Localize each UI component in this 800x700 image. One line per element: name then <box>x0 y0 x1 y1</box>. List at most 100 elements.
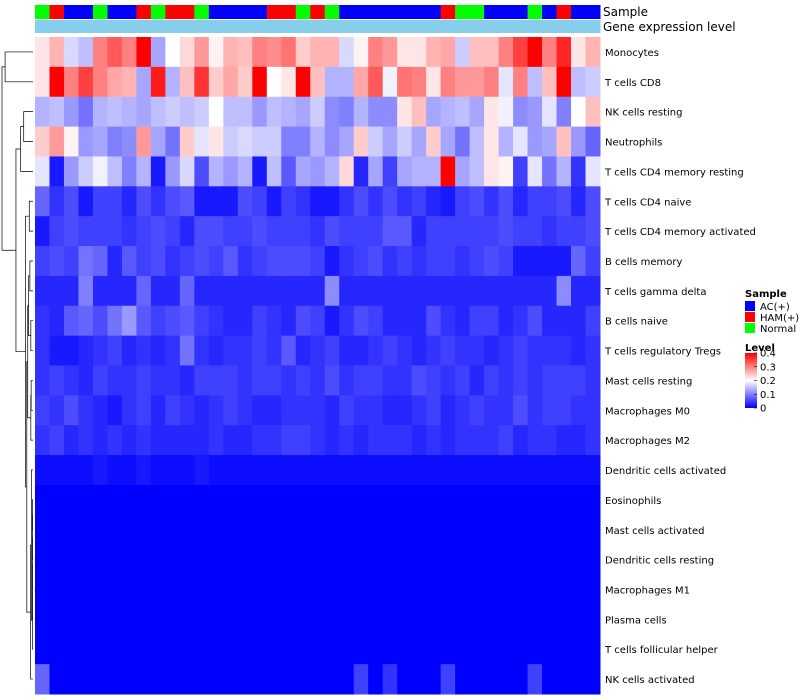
heatmap-cell-r8-c36 <box>556 275 572 307</box>
heatmap-cell-r21-c4 <box>92 664 108 695</box>
heatmap-cell-r18-c34 <box>527 574 543 605</box>
gene-expression-annotation-track <box>35 20 601 33</box>
heatmap-cell-r11-c9 <box>165 365 181 396</box>
heatmap-cell-r13-c28 <box>440 425 456 456</box>
heatmap-cell-r8-c37 <box>571 275 587 307</box>
heatmap-cell-r8-c3 <box>78 275 94 307</box>
heatmap-cell-r1-c16 <box>266 66 282 98</box>
heatmap-cell-r0-c37 <box>571 37 587 68</box>
heatmap-cell-r1-c13 <box>223 66 239 98</box>
heatmap-cell-r17-c17 <box>281 544 297 576</box>
heatmap-cell-r9-c5 <box>107 305 123 337</box>
heatmap-cell-r1-c32 <box>498 66 514 98</box>
heatmap-cell-r11-c16 <box>266 365 282 396</box>
heatmap-cell-r4-c7 <box>136 156 152 187</box>
heatmap-cell-r4-c23 <box>368 156 384 187</box>
sample-cell-36 <box>556 5 572 19</box>
heatmap-cell-r13-c37 <box>571 425 587 456</box>
heatmap-cell-r1-c29 <box>455 66 471 98</box>
heatmap-cell-r6-c2 <box>63 216 79 247</box>
heatmap-cell-r18-c31 <box>484 574 500 605</box>
heatmap-cell-r5-c18 <box>295 186 311 217</box>
heatmap-cell-r17-c30 <box>469 544 485 576</box>
heatmap-cell-r3-c7 <box>136 126 152 157</box>
heatmap-cell-r8-c38 <box>585 275 601 307</box>
heatmap-cell-r20-c5 <box>107 634 123 665</box>
heatmap-cell-r16-c9 <box>165 514 181 546</box>
row-label-16: Mast cells activated <box>605 526 704 537</box>
heatmap-cell-r3-c13 <box>223 126 239 157</box>
heatmap-cell-r18-c4 <box>92 574 108 605</box>
heatmap-cell-r0-c2 <box>63 37 79 68</box>
heatmap-cell-r1-c15 <box>252 66 268 98</box>
heatmap-cell-r18-c36 <box>556 574 572 605</box>
heatmap-cell-r20-c16 <box>266 634 282 665</box>
heatmap-cell-r4-c15 <box>252 156 268 187</box>
heatmap-cell-r16-c3 <box>78 514 94 546</box>
heatmap-cell-r12-c2 <box>63 395 79 426</box>
row-label-17: Dendritic cells resting <box>605 556 714 567</box>
heatmap-cell-r20-c4 <box>92 634 108 665</box>
heatmap-cell-r17-c28 <box>440 544 456 576</box>
heatmap-cell-r13-c9 <box>165 425 181 456</box>
heatmap-cell-r8-c26 <box>411 275 427 307</box>
expression-cell-11 <box>194 20 210 33</box>
heatmap-cell-r11-c35 <box>542 365 558 396</box>
sample-cell-24 <box>382 5 398 19</box>
heatmap-cell-r2-c38 <box>585 96 601 128</box>
sample-cell-37 <box>571 5 587 19</box>
dendrogram-branch <box>32 591 33 650</box>
heatmap-cell-r7-c17 <box>281 246 297 277</box>
heatmap-cell-r15-c34 <box>527 484 543 516</box>
heatmap-cell-r15-c28 <box>440 484 456 516</box>
heatmap-cell-r4-c20 <box>324 156 340 187</box>
heatmap-cell-r15-c23 <box>368 484 384 516</box>
heatmap-cell-r1-c11 <box>194 66 210 98</box>
heatmap-cell-r14-c2 <box>63 455 79 486</box>
heatmap-cell-r17-c27 <box>426 544 442 576</box>
heatmap-cell-r2-c6 <box>121 96 137 128</box>
heatmap-cell-r3-c36 <box>556 126 572 157</box>
heatmap-cell-r11-c26 <box>411 365 427 396</box>
heatmap-cell-r17-c6 <box>121 544 137 576</box>
heatmap-cell-r17-c31 <box>484 544 500 576</box>
dendrogram-branch <box>23 111 33 142</box>
heatmap-cell-r16-c24 <box>382 514 398 546</box>
heatmap-cell-r19-c0 <box>35 604 50 635</box>
heatmap-cell-r10-c36 <box>556 335 572 366</box>
heatmap-cell-r15-c18 <box>295 484 311 516</box>
expression-cell-12 <box>208 20 224 33</box>
heatmap-cell-r17-c5 <box>107 544 123 576</box>
heatmap-cell-r2-c23 <box>368 96 384 128</box>
heatmap-cell-r10-c6 <box>121 335 137 366</box>
heatmap-cell-r0-c34 <box>527 37 543 68</box>
heatmap-cell-r3-c0 <box>35 126 50 157</box>
heatmap-cell-r9-c12 <box>208 305 224 337</box>
heatmap-cell-r1-c18 <box>295 66 311 98</box>
heatmap-cell-r17-c11 <box>194 544 210 576</box>
expression-cell-28 <box>440 20 456 33</box>
heatmap-cell-r0-c7 <box>136 37 152 68</box>
heatmap-cell-r18-c35 <box>542 574 558 605</box>
heatmap-cell-r6-c33 <box>513 216 529 247</box>
heatmap-cell-r12-c24 <box>382 395 398 426</box>
heatmap-cell-r21-c3 <box>78 664 94 695</box>
heatmap-cell-r12-c11 <box>194 395 210 426</box>
heatmap-cell-r0-c0 <box>35 37 50 68</box>
heatmap-cell-r2-c28 <box>440 96 456 128</box>
heatmap-cell-r10-c23 <box>368 335 384 366</box>
heatmap-cell-r16-c16 <box>266 514 282 546</box>
heatmap-cell-r19-c14 <box>237 604 253 635</box>
heatmap-cell-r11-c36 <box>556 365 572 396</box>
heatmap-cell-r15-c14 <box>237 484 253 516</box>
heatmap-cell-r14-c12 <box>208 455 224 486</box>
heatmap-cell-r2-c1 <box>49 96 65 128</box>
heatmap-cell-r14-c8 <box>150 455 166 486</box>
heatmap-cell-r11-c0 <box>35 365 50 396</box>
heatmap-cell-r21-c23 <box>368 664 384 695</box>
heatmap-cell-r9-c21 <box>339 305 355 337</box>
heatmap-cell-r2-c13 <box>223 96 239 128</box>
heatmap-cell-r18-c10 <box>179 574 195 605</box>
level-legend: Level 0.4 0.3 0.2 0.1 0 <box>745 343 776 415</box>
heatmap-cell-r19-c6 <box>121 604 137 635</box>
